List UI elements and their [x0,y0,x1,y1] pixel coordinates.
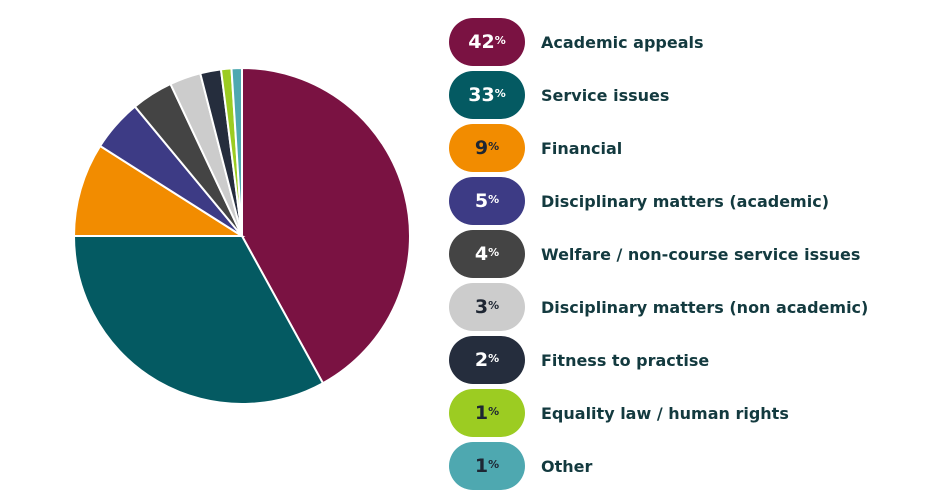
legend-label: Equality law / human rights [541,403,789,423]
pie-slice-2 [72,144,246,237]
legend-percent-pill: 42% [449,18,525,66]
pie-slice-1 [72,235,325,406]
legend-percent-pill: 3% [449,283,525,331]
pie-slice-0 [241,66,412,385]
pie-slice-8 [230,66,243,237]
percent-symbol: % [488,192,500,206]
legend-label: Fitness to practise [541,350,710,370]
legend-label: Disciplinary matters (non academic) [541,297,869,317]
legend-percent-pill: 9% [449,124,525,172]
percent-value: 33 [468,84,495,106]
legend-item: 33% Service issues [449,71,669,119]
percent-symbol: % [488,298,500,312]
legend-percent-pill: 5% [449,177,525,225]
legend-percent-pill: 1% [449,442,525,490]
legend-percent-pill: 33% [449,71,525,119]
percent-value: 1 [474,402,489,424]
legend-percent-pill: 1% [449,389,525,437]
legend-item: 1% Other [449,442,592,490]
legend-item: 1% Equality law / human rights [449,389,789,437]
legend-label: Welfare / non-course service issues [541,244,861,264]
legend-item: 4% Welfare / non-course service issues [449,230,860,278]
percent-symbol: % [488,457,500,471]
percent-symbol: % [488,404,500,418]
percent-symbol: % [488,139,500,153]
legend-item: 9% Financial [449,124,622,172]
percent-value: 1 [474,455,489,477]
percent-symbol: % [494,33,506,47]
legend-item: 5% Disciplinary matters (academic) [449,177,829,225]
legend-label: Financial [541,138,623,158]
legend-item: 2% Fitness to practise [449,336,709,384]
percent-value: 3 [474,296,489,318]
legend-label: Disciplinary matters (academic) [541,191,830,211]
legend-label: Academic appeals [541,32,704,52]
legend-percent-pill: 2% [449,336,525,384]
percent-symbol: % [488,351,500,365]
percent-symbol: % [488,245,500,259]
legend-percent-pill: 4% [449,230,525,278]
legend-label: Other [541,456,593,476]
percent-value: 9 [474,137,489,159]
percent-value: 2 [474,349,489,371]
legend-item: 42% Academic appeals [449,18,704,66]
percent-value: 4 [474,243,489,265]
percent-value: 5 [474,190,489,212]
percent-value: 42 [468,31,495,53]
legend-item: 3% Disciplinary matters (non academic) [449,283,868,331]
percent-symbol: % [494,86,506,100]
legend-label: Service issues [541,85,670,105]
